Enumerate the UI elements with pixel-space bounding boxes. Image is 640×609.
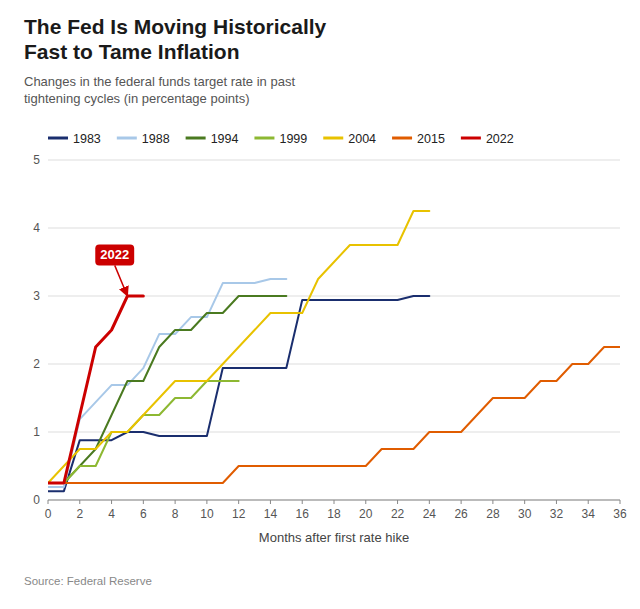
legend-label: 2022 bbox=[486, 132, 514, 146]
x-tick-label: 2 bbox=[76, 507, 83, 521]
legend-label: 2004 bbox=[348, 132, 376, 146]
x-tick bbox=[429, 500, 430, 504]
annotation-label: 2022 bbox=[100, 247, 129, 262]
subtitle: tightening cycles (in percentage points) bbox=[24, 91, 249, 106]
x-tick-label: 10 bbox=[200, 507, 214, 521]
x-tick bbox=[270, 500, 271, 504]
x-tick bbox=[302, 500, 303, 504]
x-tick bbox=[79, 500, 80, 504]
x-tick bbox=[111, 500, 112, 504]
y-tick-label: 5 bbox=[33, 153, 40, 167]
x-tick bbox=[334, 500, 335, 504]
x-tick-label: 18 bbox=[327, 507, 341, 521]
x-tick-label: 12 bbox=[232, 507, 246, 521]
grid-line bbox=[48, 160, 620, 161]
x-tick bbox=[48, 500, 49, 504]
legend-label: 1999 bbox=[279, 132, 307, 146]
x-tick bbox=[620, 500, 621, 504]
x-tick-label: 30 bbox=[518, 507, 532, 521]
x-tick-label: 14 bbox=[264, 507, 278, 521]
series-line bbox=[48, 296, 143, 483]
y-tick-label: 2 bbox=[33, 357, 40, 371]
x-tick-label: 36 bbox=[613, 507, 627, 521]
chart: The Fed Is Moving HistoricallyFast to Ta… bbox=[0, 0, 640, 609]
legend-label: 1994 bbox=[211, 132, 239, 146]
legend-swatch bbox=[117, 137, 137, 140]
x-axis-label: Months after first rate hike bbox=[259, 530, 409, 545]
grid-line bbox=[48, 364, 620, 365]
x-tick-label: 20 bbox=[359, 507, 373, 521]
x-tick-label: 24 bbox=[423, 507, 437, 521]
x-tick bbox=[556, 500, 557, 504]
series-line bbox=[48, 279, 286, 487]
x-tick-label: 6 bbox=[140, 507, 147, 521]
x-tick-label: 16 bbox=[296, 507, 310, 521]
series-line bbox=[48, 296, 429, 491]
y-axis: 0 1 2 3 4 5 bbox=[33, 153, 620, 507]
x-tick-label: 8 bbox=[172, 507, 179, 521]
title: The Fed Is Moving Historically bbox=[24, 15, 327, 38]
annotation-box bbox=[95, 244, 134, 265]
x-axis: 024681012141618202224262830323436 bbox=[45, 500, 627, 521]
x-tick bbox=[175, 500, 176, 504]
x-tick bbox=[588, 500, 589, 504]
x-tick bbox=[143, 500, 144, 504]
legend-label: 2015 bbox=[417, 132, 445, 146]
y-tick-label: 4 bbox=[33, 221, 40, 235]
series-group bbox=[48, 211, 620, 491]
legend-swatch bbox=[323, 137, 343, 140]
x-tick-label: 0 bbox=[45, 507, 52, 521]
y-tick-label: 3 bbox=[33, 289, 40, 303]
x-tick-label: 28 bbox=[486, 507, 500, 521]
y-tick-label: 0 bbox=[33, 493, 40, 507]
x-tick bbox=[365, 500, 366, 504]
annotation: 2022 bbox=[95, 244, 134, 296]
legend-label: 1988 bbox=[142, 132, 170, 146]
y-tick-label: 1 bbox=[33, 425, 40, 439]
x-tick bbox=[524, 500, 525, 504]
x-tick-label: 4 bbox=[108, 507, 115, 521]
x-tick-label: 26 bbox=[454, 507, 468, 521]
legend-label: 1983 bbox=[73, 132, 101, 146]
series-line bbox=[48, 347, 620, 483]
title: Fast to Tame Inflation bbox=[24, 40, 239, 63]
x-tick bbox=[461, 500, 462, 504]
x-tick-label: 32 bbox=[550, 507, 564, 521]
legend-swatch bbox=[461, 137, 481, 140]
x-tick-label: 22 bbox=[391, 507, 405, 521]
legend: 1983 1988 1994 1999 2004 2015 2022 bbox=[48, 132, 514, 146]
legend-swatch bbox=[186, 137, 206, 140]
grid-line bbox=[48, 228, 620, 229]
subtitle: Changes in the federal funds target rate… bbox=[24, 74, 295, 89]
source: Source: Federal Reserve bbox=[24, 575, 152, 587]
x-tick bbox=[238, 500, 239, 504]
x-tick bbox=[492, 500, 493, 504]
annotation-arrow bbox=[115, 265, 128, 296]
series-line bbox=[48, 211, 429, 483]
x-tick bbox=[206, 500, 207, 504]
x-tick bbox=[397, 500, 398, 504]
x-tick-label: 34 bbox=[582, 507, 596, 521]
legend-swatch bbox=[254, 137, 274, 140]
legend-swatch bbox=[48, 137, 68, 140]
legend-swatch bbox=[392, 137, 412, 140]
